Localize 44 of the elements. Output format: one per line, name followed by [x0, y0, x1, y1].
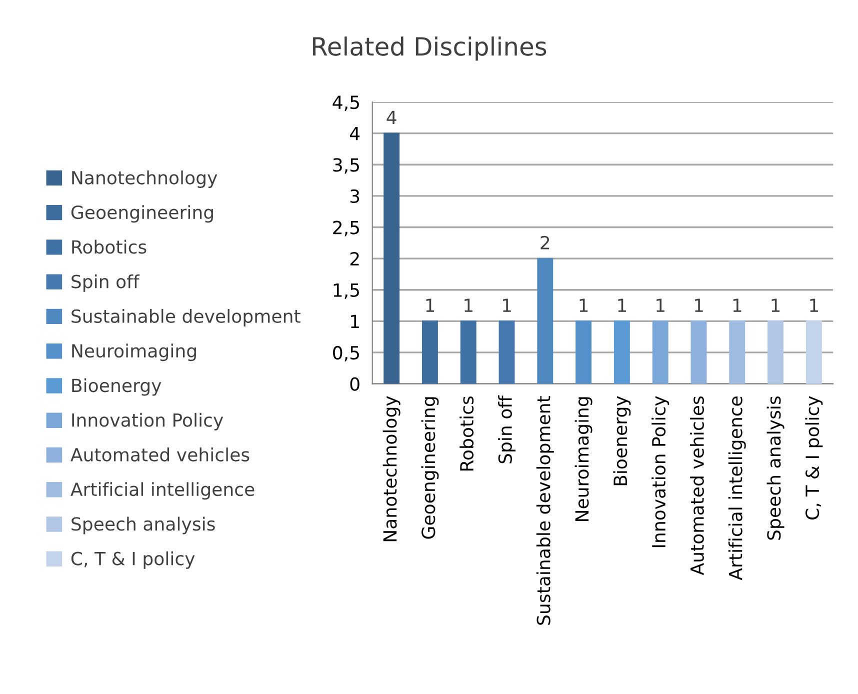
- legend-label: C, T & I policy: [71, 551, 195, 569]
- data-label: 1: [810, 298, 818, 312]
- x-tick-label: Innovation Policy: [652, 396, 670, 548]
- y-tick-label: 3: [350, 189, 360, 204]
- y-tick-label: 4,5: [332, 96, 359, 111]
- legend-label: Nanotechnology: [72, 170, 218, 188]
- y-tick-label: 2: [350, 252, 359, 266]
- legend-label: Innovation Policy: [72, 412, 224, 430]
- chart-title: Related Disciplines: [313, 36, 546, 61]
- data-label: 1: [618, 298, 626, 312]
- legend-label: Robotics: [72, 240, 146, 254]
- y-tick-label: 0,5: [333, 346, 359, 362]
- data-label: 1: [733, 298, 742, 312]
- legend-label: Spin off: [72, 274, 140, 292]
- legend-label: Sustainable development: [72, 309, 300, 326]
- y-tick-label: 0: [350, 377, 360, 391]
- x-tick-label: Sustainable development: [536, 396, 554, 625]
- x-tick-label: Robotics: [460, 396, 474, 471]
- legend-label: Bioenergy: [72, 378, 162, 396]
- x-tick-label: Bioenergy: [613, 396, 631, 486]
- data-label: 1: [426, 298, 434, 312]
- data-label: 1: [580, 298, 588, 312]
- data-label: 1: [502, 298, 511, 312]
- x-tick-label: Artificial intelligence: [728, 396, 746, 580]
- x-tick-label: Neuroimaging: [574, 397, 592, 521]
- legend-label: Neuroimaging: [72, 344, 196, 362]
- y-tick-label: 3,5: [333, 158, 359, 174]
- x-tick-label: Nanotechnology: [382, 396, 400, 542]
- data-label: 1: [772, 298, 780, 312]
- data-label: 1: [464, 298, 472, 312]
- data-label: 2: [540, 236, 550, 250]
- data-label: 4: [386, 110, 396, 124]
- data-label: 1: [694, 298, 703, 312]
- y-tick-label: 2,5: [333, 220, 359, 236]
- x-tick-label: Spin off: [498, 395, 516, 464]
- y-tick-label: 1: [351, 314, 359, 328]
- y-tick-label: 4: [350, 127, 360, 140]
- x-tick-label: Speech analysis: [766, 396, 784, 540]
- x-tick-label: C, T & I policy: [805, 396, 823, 520]
- data-label: 1: [656, 298, 664, 312]
- x-tick-label: Geoengineering: [421, 397, 439, 539]
- x-tick-label: Automated vehicles: [690, 396, 704, 576]
- legend-label: Geoengineering: [71, 205, 213, 223]
- y-tick-label: 1,5: [334, 284, 359, 299]
